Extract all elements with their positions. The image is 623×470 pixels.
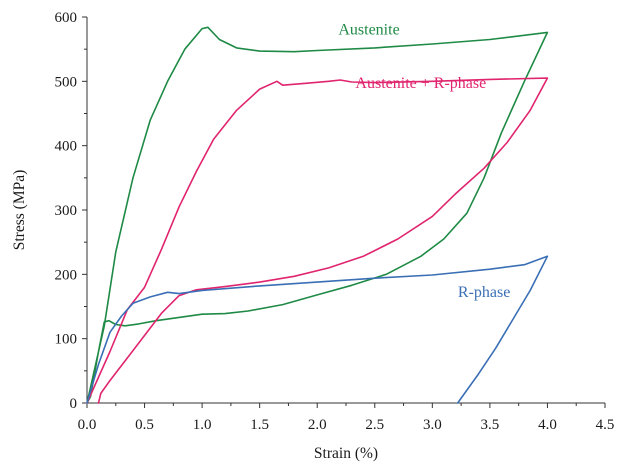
- series-line-austenite-r-phase: [86, 77, 549, 404]
- series-label: R-phase: [458, 284, 510, 301]
- series-layer: [86, 26, 549, 404]
- y-tick-label: 300: [55, 203, 78, 219]
- x-axis-title: Strain (%): [314, 445, 378, 462]
- x-tick-label: 1.0: [193, 417, 212, 433]
- series-line-austenite: [86, 26, 549, 404]
- y-tick-label: 200: [55, 267, 78, 283]
- x-tick-label: 4.0: [538, 417, 557, 433]
- x-tick-label: 2.0: [308, 417, 327, 433]
- y-tick-label: 0: [70, 396, 78, 412]
- axes-layer: 0.0 0.5 1.0 1.5 2.0 2.5 3.0 3.5 4.0 4.5 0 100 200 300…: [55, 10, 615, 433]
- series-label: Austenite: [338, 21, 399, 38]
- y-tick-label: 600: [55, 10, 78, 26]
- y-tick-label: 400: [55, 139, 78, 155]
- y-axis-title: Stress (MPa): [11, 170, 28, 251]
- x-tick-label: 3.0: [423, 417, 442, 433]
- series-label: Austenite + R-phase: [355, 75, 486, 92]
- x-tick-label: 0.5: [135, 417, 154, 433]
- y-tick-label: 500: [55, 74, 78, 90]
- x-tick-label: 1.5: [250, 417, 269, 433]
- x-tick-label: 2.5: [365, 417, 384, 433]
- x-tick-label: 3.5: [481, 417, 500, 433]
- x-tick-label: 0.0: [78, 417, 97, 433]
- series-line-r-phase: [86, 255, 549, 404]
- x-tick-label: 4.5: [596, 417, 615, 433]
- label-layer: Austenite Austenite + R-phase R-phase: [338, 21, 510, 300]
- y-tick-label: 100: [55, 332, 78, 348]
